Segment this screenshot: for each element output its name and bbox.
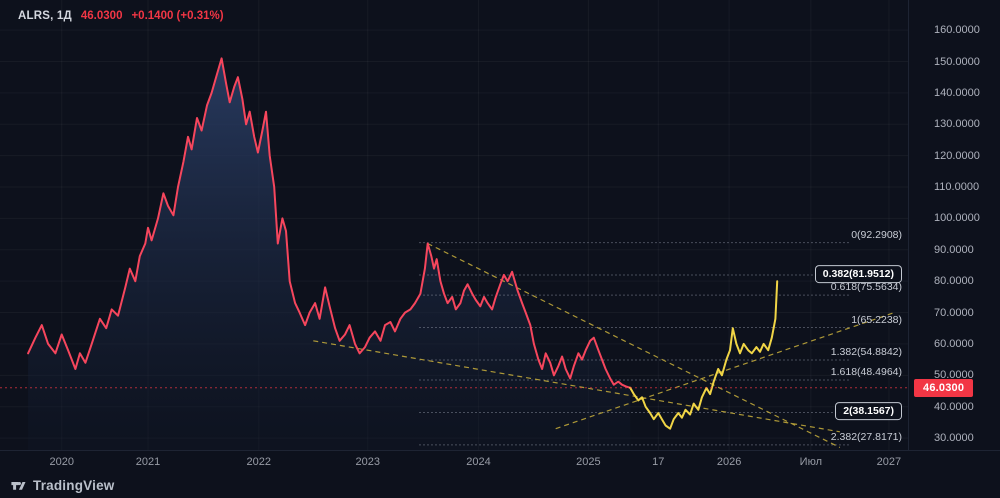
- plot-area[interactable]: 0(92.2908) 0.382(81.9512) 0.618(75.5634) 1(…: [0, 0, 908, 450]
- time-axis-label: 2023: [355, 456, 380, 468]
- price-area-fill: [28, 58, 631, 450]
- price-axis-label: 130.0000: [934, 118, 980, 131]
- price-axis-label: 60.0000: [934, 337, 974, 350]
- price-axis-label: 110.0000: [934, 181, 980, 194]
- symbol-legend[interactable]: ALRS, 1Д 46.0300 +0.1400 (+0.31%): [18, 10, 224, 22]
- time-axis-label: 2025: [576, 456, 601, 468]
- trend-line[interactable]: [427, 242, 841, 449]
- last-price-value: 46.0300: [80, 10, 123, 22]
- trend-lines[interactable]: [313, 242, 895, 449]
- price-axis-label: 120.0000: [934, 149, 980, 162]
- price-axis-label: 140.0000: [934, 86, 980, 99]
- trend-line[interactable]: [555, 311, 895, 430]
- price-axis-label: 90.0000: [934, 243, 974, 256]
- time-axis-label: Июл: [799, 456, 823, 468]
- price-axis-label: 70.0000: [934, 306, 974, 319]
- price-axis-label: 80.0000: [934, 275, 974, 288]
- time-axis[interactable]: 2020 2021 2022 2023 2024 2025 17 2026 Июл 2027: [0, 450, 1000, 475]
- time-axis-label: 2024: [466, 456, 491, 468]
- price-axis[interactable]: 160.0000 150.0000 140.0000 130.0000 120.0000…: [908, 0, 1000, 450]
- footer-branding: TradingView: [10, 474, 114, 496]
- current-price-badge: 46.0300: [914, 378, 974, 397]
- time-axis-label: 2021: [135, 456, 161, 468]
- price-axis-label: 30.0000: [934, 432, 974, 445]
- time-axis-label: 17: [652, 456, 665, 468]
- trend-line[interactable]: [313, 340, 841, 433]
- time-axis-label: 2022: [246, 456, 272, 468]
- symbol-interval-label[interactable]: ALRS, 1Д: [18, 10, 72, 22]
- price-axis-label: 150.0000: [934, 55, 980, 68]
- price-chart-canvas[interactable]: [0, 0, 908, 450]
- time-axis-label: 2026: [716, 456, 742, 468]
- price-history-line[interactable]: [27, 57, 632, 389]
- tradingview-brand-text[interactable]: TradingView: [33, 477, 115, 493]
- price-change-value: +0.1400 (+0.31%): [131, 10, 224, 22]
- price-axis-label: 100.0000: [934, 212, 980, 225]
- tradingview-logo-icon[interactable]: [10, 477, 27, 494]
- price-axis-label: 50.0000: [934, 369, 974, 382]
- time-axis-label: 2027: [876, 456, 902, 468]
- price-axis-label: 40.0000: [934, 400, 974, 413]
- price-axis-label: 160.0000: [934, 24, 980, 37]
- price-area: [28, 58, 631, 450]
- time-axis-label: 2020: [49, 456, 74, 468]
